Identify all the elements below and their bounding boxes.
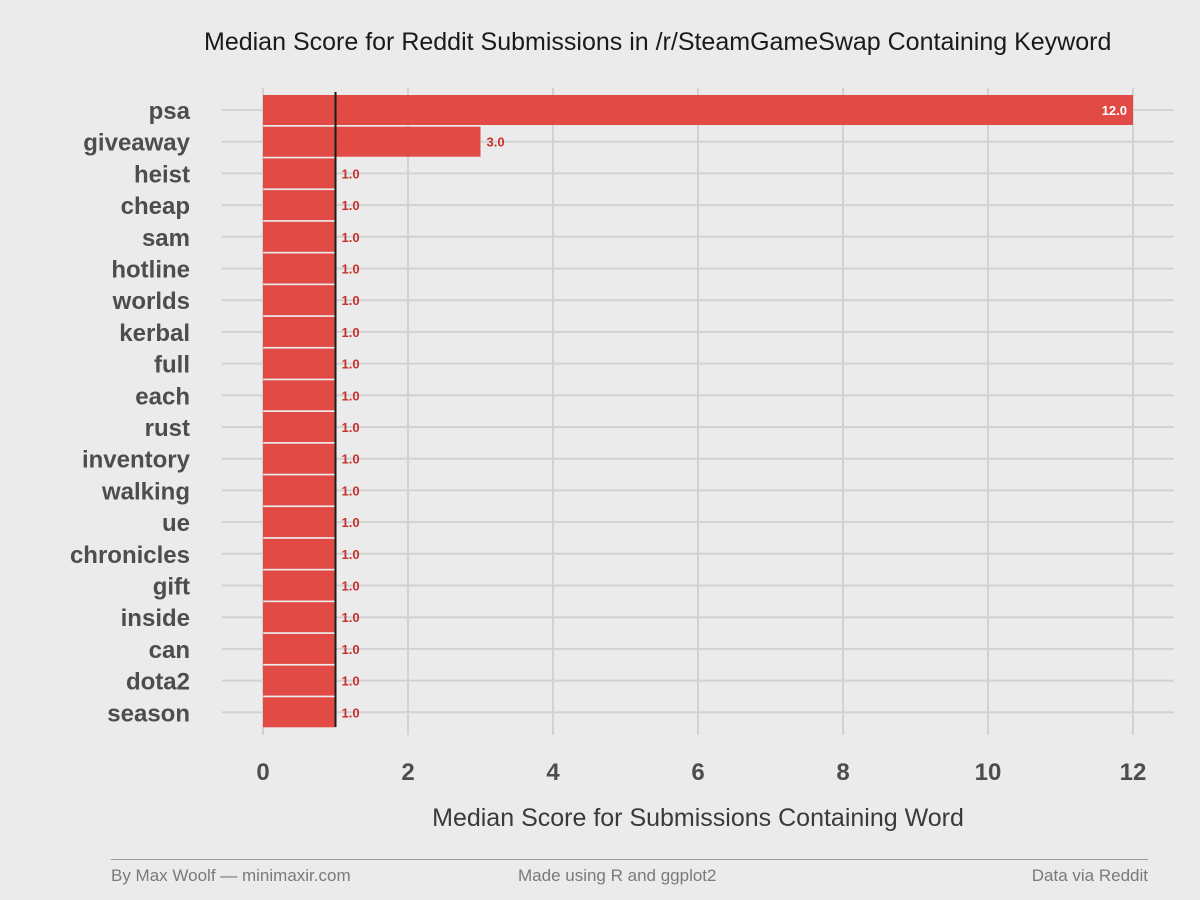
y-tick-ue: ue: [162, 510, 190, 537]
data-label-dota2: 1.0: [342, 674, 360, 689]
y-tick-full: full: [154, 352, 190, 379]
y-tick-inventory: inventory: [82, 447, 191, 474]
y-tick-gift: gift: [153, 574, 190, 601]
x-tick-12: 12: [1120, 759, 1147, 786]
bar-inside: [263, 602, 336, 633]
bar-ue: [263, 507, 336, 538]
data-label-sam: 1.0: [342, 230, 360, 245]
y-tick-heist: heist: [134, 161, 190, 188]
x-tick-6: 6: [691, 759, 704, 786]
bar-chart: 12.0 3.0 1.0 1.0 1.0 1.0 1.0 1.0 1.0 1.0 1.0 1.0 1.0…: [70, 88, 1174, 786]
bar-psa: [263, 95, 1133, 125]
data-label-gift: 1.0: [342, 579, 360, 594]
bar-inventory: [263, 443, 336, 474]
bar-heist: [263, 158, 336, 189]
bar-hotline: [263, 253, 336, 284]
data-label-worlds: 1.0: [342, 293, 360, 308]
bar-dota2: [263, 665, 336, 696]
bar-season: [263, 697, 336, 728]
data-label-inside: 1.0: [342, 610, 360, 625]
y-tick-chronicles: chronicles: [70, 542, 190, 569]
y-tick-worlds: worlds: [112, 288, 190, 315]
data-label-giveaway: 3.0: [487, 135, 505, 150]
y-tick-psa: psa: [149, 98, 191, 125]
y-tick-sam: sam: [142, 225, 190, 252]
data-label-rust: 1.0: [342, 420, 360, 435]
bar-chronicles: [263, 538, 336, 569]
x-tick-2: 2: [401, 759, 414, 786]
bar-worlds: [263, 285, 336, 316]
y-tick-season: season: [107, 700, 190, 727]
bar-each: [263, 380, 336, 411]
data-label-can: 1.0: [342, 642, 360, 657]
data-label-hotline: 1.0: [342, 262, 360, 277]
y-tick-cheap: cheap: [121, 193, 190, 220]
x-tick-8: 8: [836, 759, 849, 786]
y-tick-giveaway: giveaway: [83, 130, 190, 157]
bar-giveaway: [263, 126, 481, 157]
bar-rust: [263, 412, 336, 442]
chart-title: Median Score for Reddit Submissions in /…: [204, 28, 1112, 56]
footer-divider: [111, 859, 1148, 860]
data-label-kerbal: 1.0: [342, 325, 360, 340]
y-tick-walking: walking: [101, 478, 190, 505]
bar-gift: [263, 570, 336, 601]
y-tick-rust: rust: [145, 415, 190, 442]
x-axis-label: Median Score for Submissions Containing …: [432, 804, 964, 832]
footer-author: By Max Woolf — minimaxir.com: [111, 866, 351, 885]
data-label-season: 1.0: [342, 705, 360, 720]
vertical-gridlines: [262, 88, 1134, 735]
data-label-chronicles: 1.0: [342, 547, 360, 562]
bar-kerbal: [263, 316, 336, 347]
data-label-ue: 1.0: [342, 515, 360, 530]
data-label-each: 1.0: [342, 388, 360, 403]
bar-sam: [263, 221, 336, 252]
y-tick-hotline: hotline: [111, 257, 190, 284]
bar-cheap: [263, 190, 336, 221]
data-label-heist: 1.0: [342, 166, 360, 181]
y-tick-labels: psa giveaway heist cheap sam hotline worlds ker…: [70, 98, 191, 727]
bar-can: [263, 633, 336, 664]
data-labels: 12.0 3.0 1.0 1.0 1.0 1.0 1.0 1.0 1.0 1.0 1.0 1.0 1.0…: [342, 103, 1128, 720]
bar-walking: [263, 475, 336, 506]
y-tick-kerbal: kerbal: [119, 320, 190, 347]
data-label-cheap: 1.0: [342, 198, 360, 213]
data-label-walking: 1.0: [342, 483, 360, 498]
bar-full: [263, 348, 336, 379]
x-tick-4: 4: [546, 759, 560, 786]
y-tick-dota2: dota2: [126, 669, 190, 696]
data-label-inventory: 1.0: [342, 452, 360, 467]
x-tick-0: 0: [256, 759, 269, 786]
x-tick-10: 10: [975, 759, 1002, 786]
y-tick-inside: inside: [121, 605, 190, 632]
footer-tools: Made using R and ggplot2: [518, 866, 717, 885]
data-label-psa: 12.0: [1102, 103, 1127, 118]
y-tick-each: each: [135, 383, 190, 410]
y-tick-can: can: [149, 637, 190, 664]
bars: [263, 95, 1133, 728]
x-tick-labels: 0 2 4 6 8 10 12: [256, 759, 1146, 786]
footer-source: Data via Reddit: [1031, 866, 1148, 885]
data-label-full: 1.0: [342, 357, 360, 372]
